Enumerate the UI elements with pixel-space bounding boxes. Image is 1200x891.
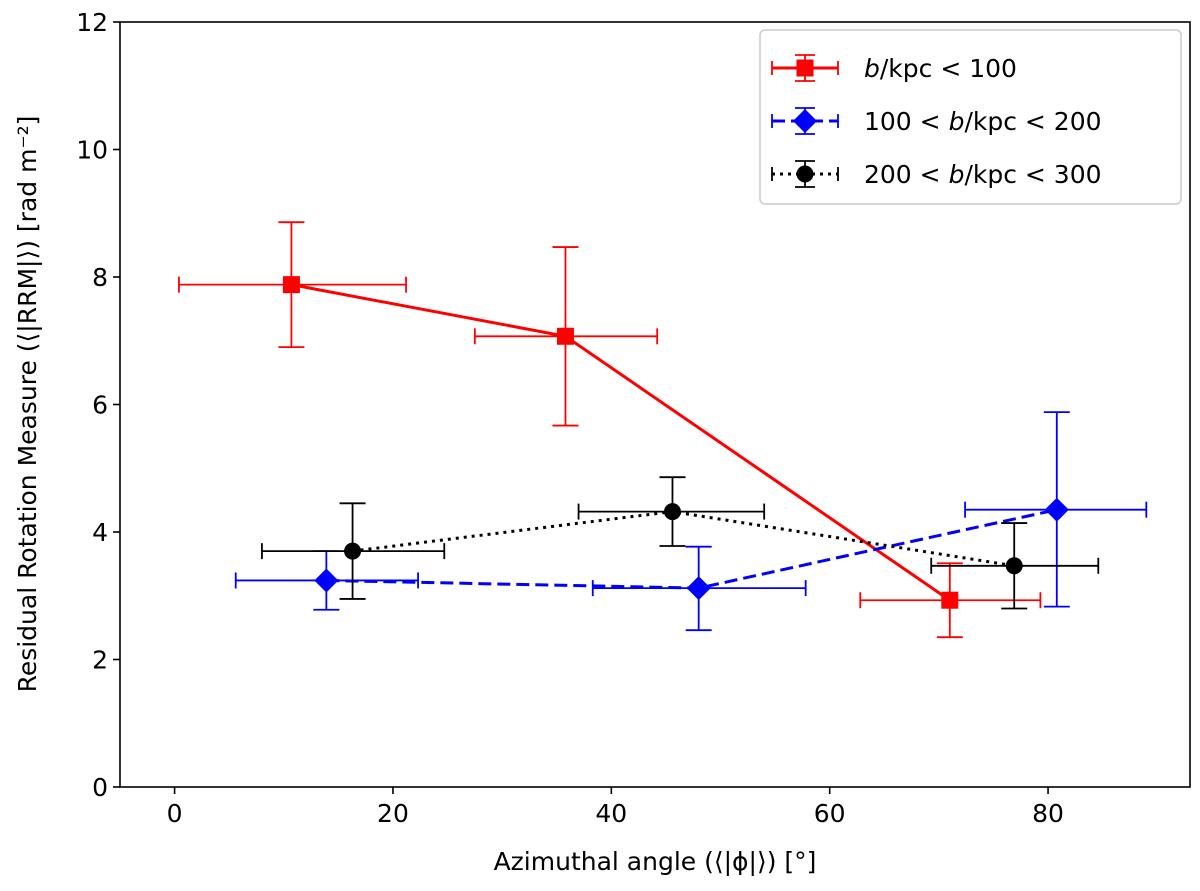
data-point: [556, 327, 574, 345]
y-tick-label: 8: [92, 263, 108, 292]
series-line: [291, 283, 951, 602]
x-tick-label: 40: [595, 799, 627, 828]
legend-handle: [771, 107, 839, 135]
legend-marker: [796, 59, 814, 77]
data-point: [1005, 557, 1023, 575]
y-tick-label: 6: [92, 391, 108, 420]
legend-label: 100 < b/kpc < 200: [864, 107, 1102, 136]
legend-handle: [771, 160, 839, 188]
legend-label-part: b: [864, 54, 880, 83]
legend-label-part: b: [949, 107, 965, 136]
x-tick-label: 0: [167, 799, 183, 828]
legend-frame: [759, 29, 1182, 205]
y-tick-label: 4: [92, 518, 108, 547]
data-point: [344, 542, 362, 560]
series-line: [352, 510, 1015, 568]
legend-label-part: /kpc < 300: [964, 160, 1101, 189]
data-point: [314, 568, 339, 593]
legend: b/kpc < 100 100 < b/kpc < 200 200 < b/kpc …: [759, 29, 1182, 205]
legend-handle: [771, 54, 839, 82]
data-point: [663, 503, 681, 521]
data-point: [686, 576, 711, 601]
y-tick-label: 2: [92, 646, 108, 675]
y-axis-label: Residual Rotation Measure (⟨|RRM|⟩) [rad…: [13, 116, 42, 693]
legend-label-part: 100 <: [864, 107, 949, 136]
data-point: [941, 591, 959, 609]
y-tick-label: 12: [76, 8, 108, 37]
y-tick-label: 10: [76, 136, 108, 165]
data-point: [1044, 497, 1069, 522]
series-1: [178, 221, 1042, 639]
series-line: [326, 508, 1058, 590]
legend-label: b/kpc < 100: [864, 54, 1017, 83]
legend-label-part: b: [949, 160, 965, 189]
x-axis-label: Azimuthal angle (⟨|ϕ|⟩) [°]: [494, 847, 817, 876]
legend-label-part: 200 <: [864, 160, 949, 189]
legend-marker: [793, 109, 817, 133]
x-tick-label: 60: [814, 799, 846, 828]
y-tick-label: 0: [92, 773, 108, 802]
axis-ticks: 0 20 40 60 80 0 2 4 6 8 10 12: [76, 8, 1064, 828]
legend-label: 200 < b/kpc < 300: [864, 160, 1102, 189]
series-2: [234, 411, 1148, 632]
data-point: [282, 276, 300, 294]
series-3: [261, 476, 1100, 610]
data-layer: [178, 221, 1148, 639]
legend-label-part: /kpc < 100: [880, 54, 1017, 83]
x-tick-label: 80: [1032, 799, 1064, 828]
legend-marker: [796, 165, 814, 183]
x-tick-label: 20: [377, 799, 409, 828]
legend-label-part: /kpc < 200: [964, 107, 1101, 136]
